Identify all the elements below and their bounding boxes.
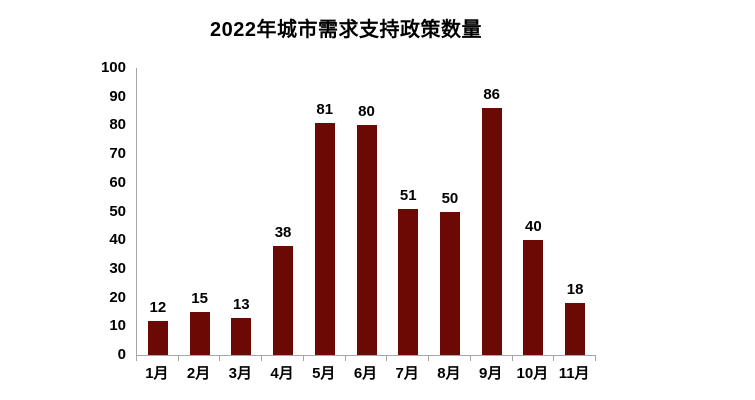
- bar-11月: [565, 303, 586, 355]
- bar-4月: [273, 245, 294, 355]
- x-tick-label-5月: 5月: [312, 365, 336, 382]
- x-axis-tick-mark: [136, 356, 137, 361]
- x-axis-tick-mark: [345, 356, 346, 361]
- x-axis-tick-mark: [470, 356, 471, 361]
- bar-value-label-6月: 80: [358, 103, 375, 121]
- x-axis-tick-mark: [553, 356, 554, 361]
- x-axis-tick-mark: [512, 356, 513, 361]
- x-axis-tick-mark: [386, 356, 387, 361]
- bar-5月: [314, 122, 335, 355]
- bar-value-label-1月: 12: [149, 298, 167, 316]
- bar-value-label-4月: 38: [274, 223, 292, 241]
- y-tick-label-90: 90: [109, 87, 126, 105]
- plot-area: 12 15 13 38 81 80 51 50 86 40 18: [136, 68, 596, 356]
- x-tick-label-7月: 7月: [395, 365, 419, 382]
- x-tick-label-10月: 10月: [516, 365, 549, 382]
- bar-6月: [356, 125, 377, 355]
- y-tick-label-50: 50: [109, 202, 126, 220]
- x-tick-label-3月: 3月: [228, 365, 252, 382]
- bar-3月: [231, 317, 252, 355]
- bar-value-label-7月: 51: [399, 186, 417, 204]
- y-tick-label-30: 30: [109, 259, 126, 277]
- bar-value-label-5月: 81: [316, 100, 334, 118]
- bar-value-label-10月: 40: [525, 218, 542, 236]
- x-axis-tick-mark: [595, 356, 596, 361]
- bar-value-label-2月: 15: [191, 289, 208, 307]
- bar-2月: [189, 311, 210, 355]
- bar-1月: [147, 320, 168, 355]
- bar-7月: [398, 208, 419, 355]
- x-axis-tick-mark: [428, 356, 429, 361]
- y-tick-label-70: 70: [109, 145, 126, 163]
- bar-value-label-8月: 50: [441, 189, 459, 207]
- bar-8月: [439, 211, 460, 355]
- x-axis-tick-mark: [178, 356, 179, 361]
- bar-value-label-11月: 18: [566, 281, 584, 299]
- y-tick-label-40: 40: [109, 231, 126, 249]
- x-tick-label-4月: 4月: [270, 365, 294, 382]
- y-tick-label-20: 20: [109, 288, 126, 306]
- x-tick-label-6月: 6月: [353, 365, 378, 382]
- x-axis-tick-mark: [261, 356, 262, 361]
- chart-title: 2022年城市需求支持政策数量: [210, 19, 482, 41]
- bar-value-label-9月: 86: [483, 86, 501, 104]
- x-axis-tick-mark: [303, 356, 304, 361]
- x-tick-label-1月: 1月: [145, 365, 169, 382]
- bar-9月: [481, 108, 502, 355]
- x-tick-label-11月: 11月: [558, 365, 590, 382]
- x-tick-label-8月: 8月: [437, 365, 461, 382]
- y-tick-label-60: 60: [109, 173, 126, 191]
- y-tick-label-80: 80: [109, 116, 126, 134]
- bar-10月: [523, 240, 544, 355]
- y-tick-label-10: 10: [109, 317, 126, 335]
- x-tick-label-9月: 9月: [479, 365, 503, 382]
- y-tick-label-0: 0: [117, 346, 126, 363]
- bar-value-label-3月: 13: [232, 295, 250, 313]
- x-axis-tick-mark: [219, 356, 220, 361]
- x-tick-label-2月: 2月: [186, 365, 211, 382]
- y-tick-label-100: 100: [100, 59, 126, 76]
